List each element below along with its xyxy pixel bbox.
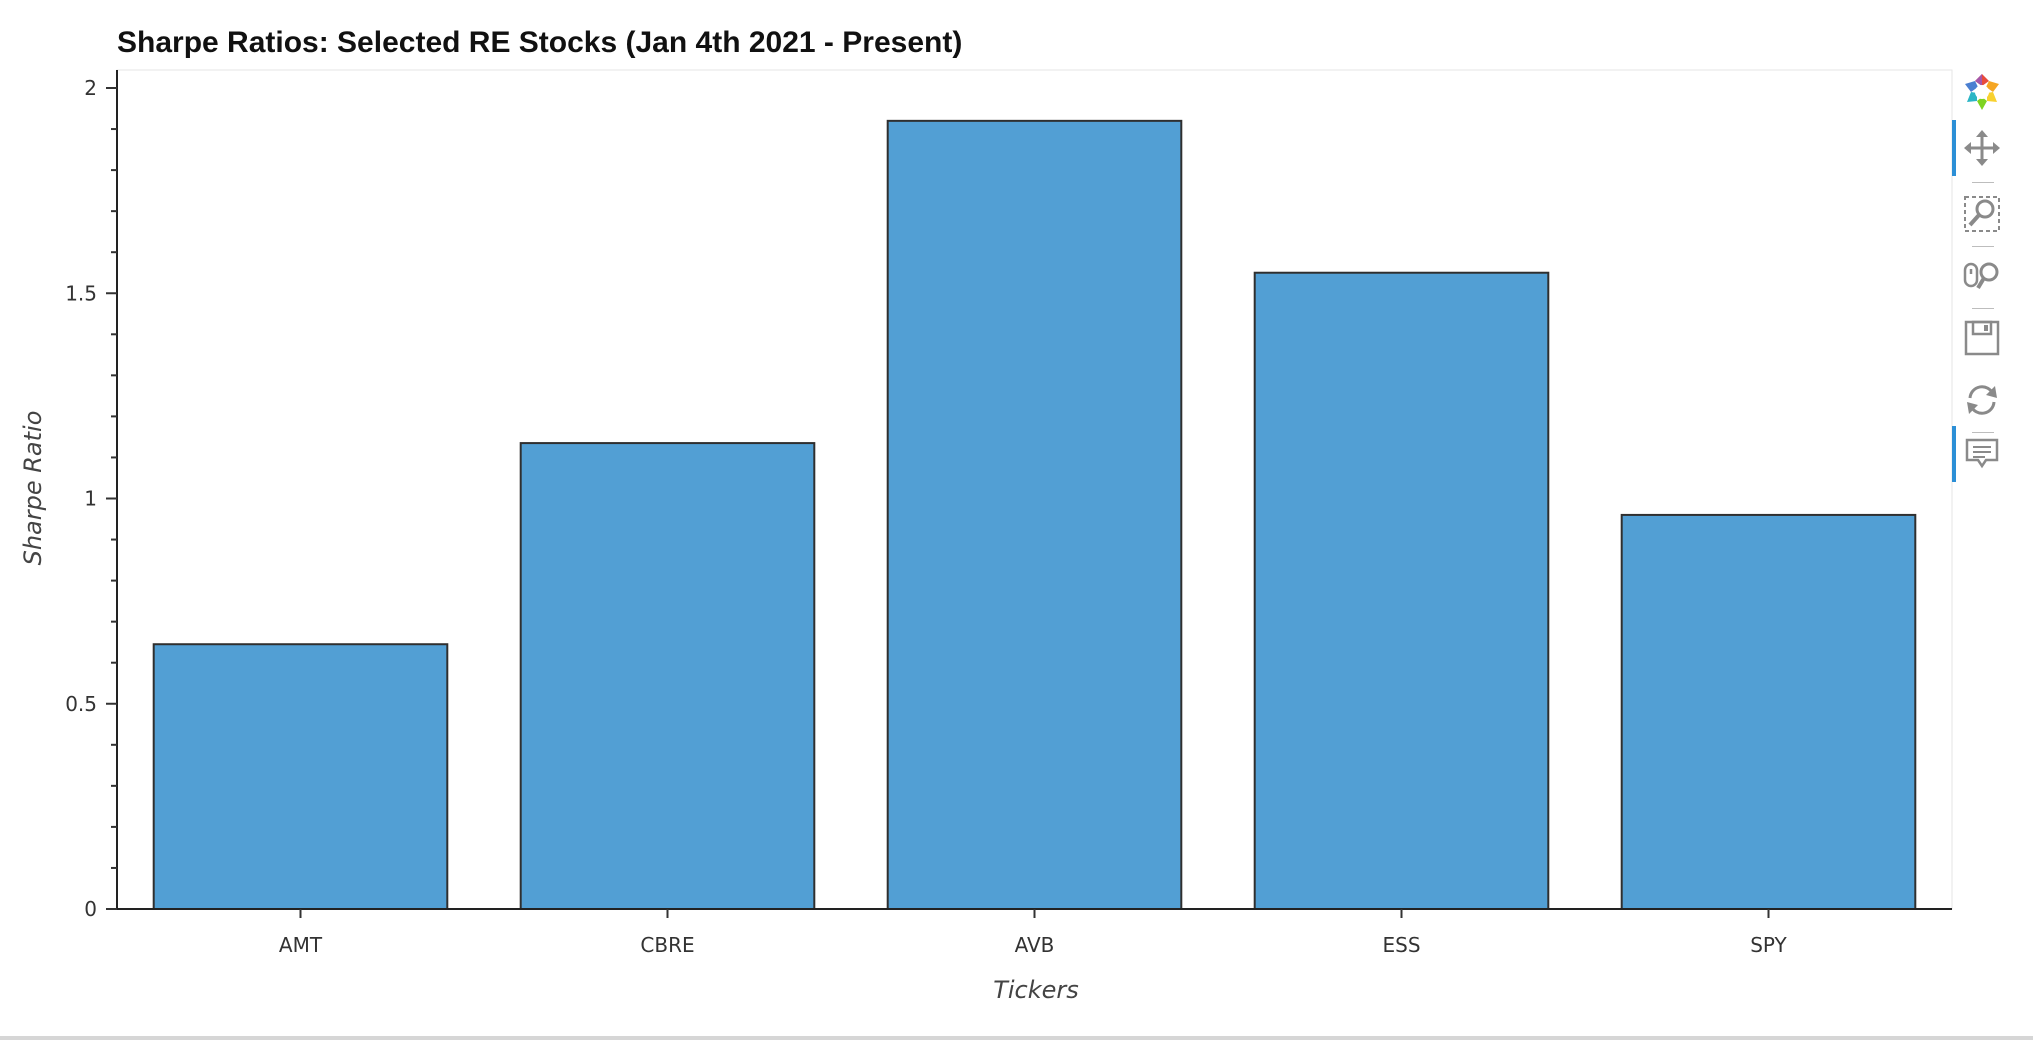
bokeh-logo-button[interactable] bbox=[1952, 64, 2012, 120]
bokeh-logo-icon bbox=[1965, 74, 1999, 110]
toolbar-separator bbox=[1972, 308, 1994, 309]
pan-tool-button[interactable] bbox=[1952, 120, 2012, 176]
toolbar-separator bbox=[1972, 182, 1994, 183]
chart-toolbar bbox=[1952, 64, 2012, 504]
bars bbox=[152, 119, 1917, 911]
box-zoom-icon bbox=[1964, 196, 2000, 232]
y-tick-label: 2 bbox=[84, 76, 97, 100]
reset-icon bbox=[1967, 385, 1997, 415]
bottom-border bbox=[0, 1036, 2033, 1040]
y-axis: 0 0.5 1 1.5 2 bbox=[65, 70, 118, 921]
x-tick-label: SPY bbox=[1750, 933, 1787, 957]
reset-tool-button[interactable] bbox=[1952, 372, 2012, 428]
hover-icon bbox=[1965, 438, 1999, 469]
pan-icon bbox=[1964, 130, 2000, 166]
hover-tool-button[interactable] bbox=[1952, 426, 2012, 482]
x-tick-label: AMT bbox=[279, 933, 323, 957]
chart-title: Sharpe Ratios: Selected RE Stocks (Jan 4… bbox=[117, 26, 962, 59]
bar-amt[interactable] bbox=[152, 643, 449, 910]
save-icon bbox=[1964, 320, 2000, 356]
bar-cbre[interactable] bbox=[519, 442, 816, 910]
toolbar-separator bbox=[1972, 246, 1994, 247]
y-tick-label: 1.5 bbox=[65, 281, 97, 305]
x-tick-label: AVB bbox=[1015, 933, 1055, 957]
y-tick-label: 0.5 bbox=[65, 692, 97, 716]
y-tick-label: 0 bbox=[84, 897, 97, 921]
wheel-zoom-icon bbox=[1963, 262, 1999, 290]
x-tick-label: CBRE bbox=[640, 933, 694, 957]
save-tool-button[interactable] bbox=[1952, 310, 2012, 366]
bar-ess[interactable] bbox=[1253, 271, 1550, 911]
y-axis-label: Sharpe Ratio bbox=[19, 411, 47, 566]
toolbar-separator bbox=[1972, 432, 1994, 433]
x-axis-label: Tickers bbox=[993, 976, 1079, 1004]
bar-avb[interactable] bbox=[886, 119, 1183, 910]
x-tick-label: ESS bbox=[1382, 933, 1420, 957]
wheel-zoom-tool-button[interactable] bbox=[1952, 248, 2012, 304]
bar-spy[interactable] bbox=[1620, 513, 1917, 910]
x-axis: AMT CBRE AVB ESS SPY bbox=[117, 908, 1952, 957]
box-zoom-tool-button[interactable] bbox=[1952, 186, 2012, 242]
y-tick-label: 1 bbox=[84, 487, 97, 511]
